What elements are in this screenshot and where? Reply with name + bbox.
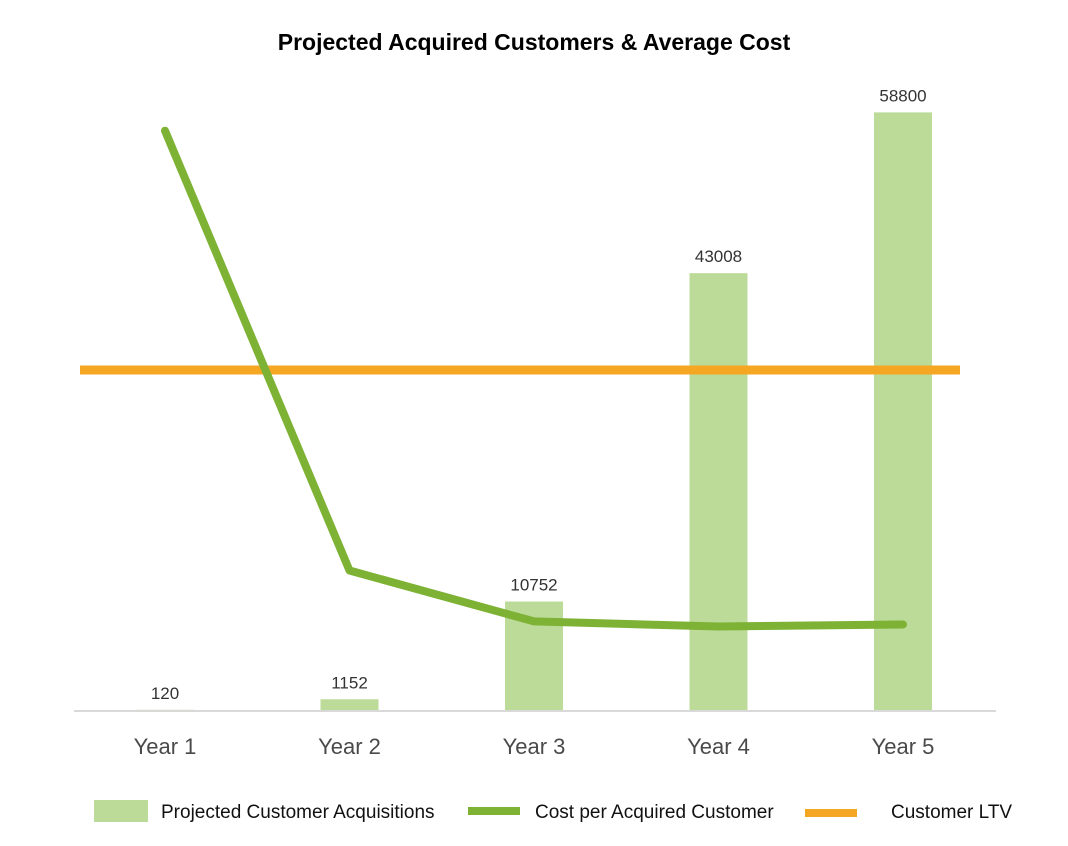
legend-label-cost: Cost per Acquired Customer (535, 802, 774, 823)
x-tick-label: Year 3 (503, 734, 566, 759)
bar-data-label: 58800 (879, 86, 926, 105)
legend-label-ltv: Customer LTV (891, 802, 1012, 823)
x-tick-label: Year 4 (687, 734, 750, 759)
bar-data-label: 10752 (510, 576, 557, 595)
legend: Projected Customer Acquisitions Cost per … (94, 800, 1012, 823)
bar (874, 112, 932, 711)
cost-line (161, 126, 907, 631)
x-tick-label: Year 1 (134, 734, 197, 759)
bar (689, 273, 748, 711)
legend-swatch-acquisitions (94, 800, 148, 822)
bar-data-label: 1152 (331, 673, 368, 692)
lines-group (80, 126, 960, 631)
chart-title: Projected Acquired Customers & Average C… (278, 29, 791, 55)
bar-labels-group: 120 1152 10752 43008 58800 (151, 86, 927, 702)
bar-data-label: 43008 (695, 247, 742, 266)
legend-label-acquisitions: Projected Customer Acquisitions (161, 802, 435, 823)
bars-group (136, 112, 932, 711)
bar-data-label: 120 (151, 684, 179, 703)
x-tick-label: Year 2 (318, 734, 381, 759)
x-tick-label: Year 5 (872, 734, 935, 759)
x-tick-labels: Year 1 Year 2 Year 3 Year 4 Year 5 (134, 734, 935, 759)
bar (320, 699, 379, 711)
